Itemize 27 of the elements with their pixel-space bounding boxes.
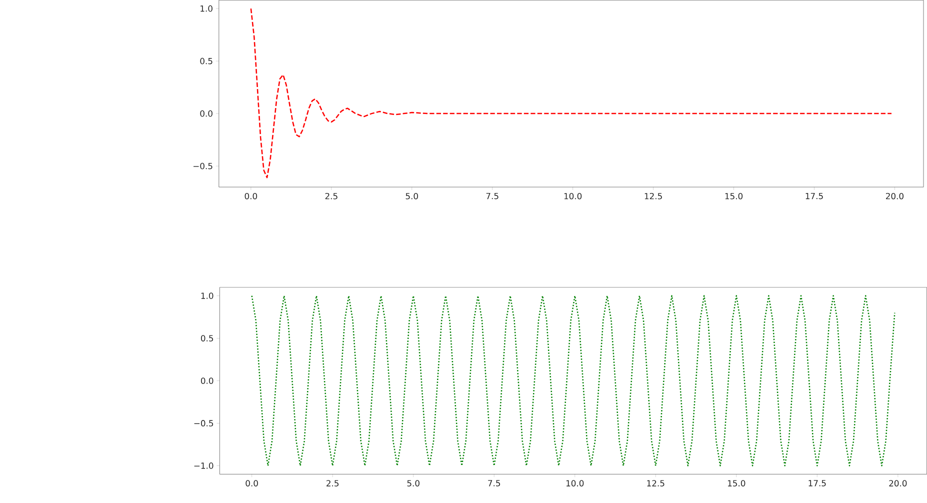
y-tick-label: −1.0 xyxy=(194,462,214,469)
x-tick-label: 10.0 xyxy=(566,480,584,486)
x-tick-label: 20.0 xyxy=(886,192,904,200)
y-tick-label: 0.0 xyxy=(200,378,214,384)
x-tick-label: 5.0 xyxy=(407,480,420,486)
x-tick-label: 17.5 xyxy=(808,480,826,486)
x-tick-label: 12.5 xyxy=(644,192,662,200)
x-tick-label: 5.0 xyxy=(406,192,418,200)
x-tick-label: 10.0 xyxy=(564,192,582,200)
y-tick-label: 0.0 xyxy=(200,110,212,117)
x-tick-label: 17.5 xyxy=(806,192,823,200)
x-tick-label: 2.5 xyxy=(325,192,338,200)
x-tick-label: 7.5 xyxy=(488,480,500,486)
x-tick-label: 15.0 xyxy=(728,480,746,486)
y-tick-label: 1.0 xyxy=(201,292,214,299)
y-tick-label: 0.5 xyxy=(200,58,212,64)
y-tick-label: −0.5 xyxy=(194,162,212,170)
x-tick-label: 2.5 xyxy=(326,480,339,486)
x-tick-label: 0.0 xyxy=(246,480,258,486)
y-tick-label: 0.5 xyxy=(200,335,214,342)
x-tick-label: 0.0 xyxy=(244,192,258,200)
x-tick-label: 7.5 xyxy=(486,192,498,200)
x-tick-label: 12.5 xyxy=(647,480,664,486)
y-tick-label: −0.5 xyxy=(194,420,214,426)
y-tick-label: 1.0 xyxy=(200,5,212,12)
x-tick-label: 15.0 xyxy=(725,192,743,200)
x-tick-label: 20.0 xyxy=(889,480,907,486)
